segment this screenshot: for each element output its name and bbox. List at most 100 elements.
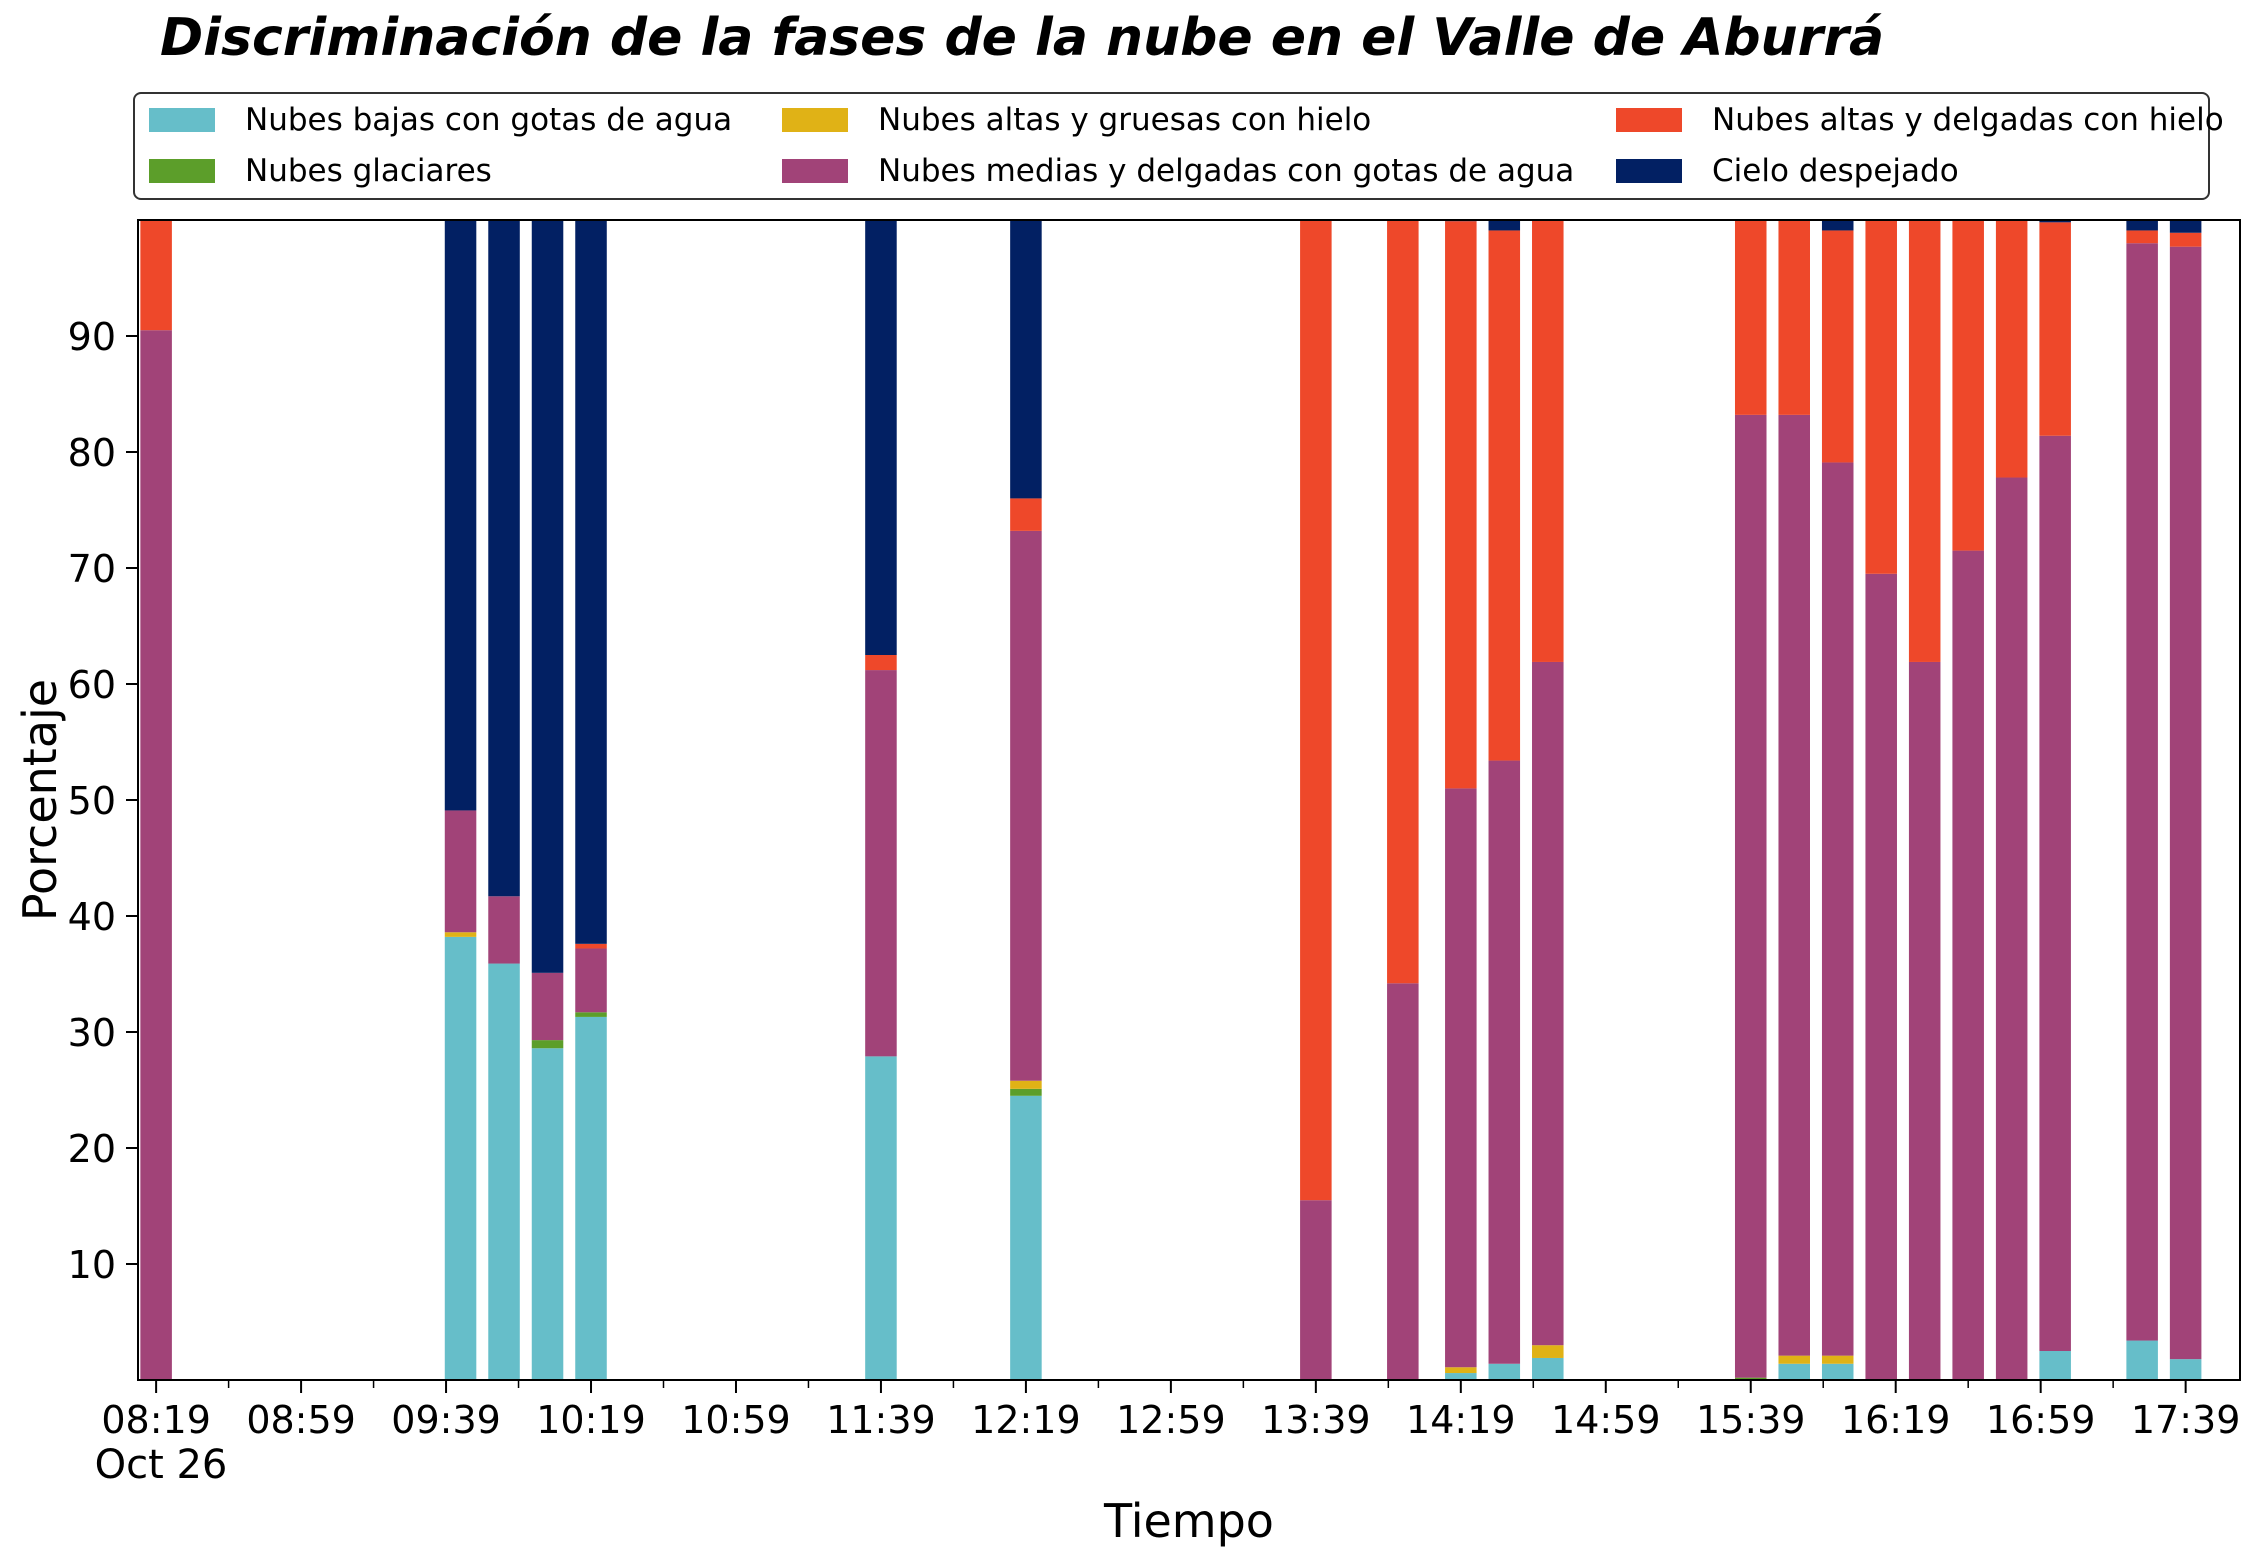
x-tick-label-16:59: 16:59: [1986, 1398, 2096, 1442]
bar-segment-altas_delgadas-13: [1778, 220, 1810, 415]
legend-item-despejado: Cielo despejado: [1616, 153, 1959, 189]
bar-segment-altas_delgadas-10: [1488, 230, 1521, 761]
bar-segment-despejado-4: [575, 220, 607, 944]
bar-segment-medias_delgadas-0: [140, 330, 172, 1381]
legend-swatch-altas-delgadas: [1616, 108, 1682, 132]
bar-segment-despejado-19: [2039, 220, 2071, 223]
bar-segment-altas_gruesas-11: [1532, 1345, 1564, 1358]
x-tick-label-14:59: 14:59: [1551, 1398, 1661, 1442]
legend-swatch-altas-gruesas: [782, 108, 848, 132]
bar-segment-medias_delgadas-20: [2126, 243, 2158, 1341]
bar-segment-medias_delgadas-10: [1488, 760, 1521, 1364]
x-axis-label: Tiempo: [1103, 1494, 1274, 1548]
y-axis: 10 20 30 40 50 60 70 80 90: [68, 315, 138, 1287]
bar-segment-medias_delgadas-21: [2169, 246, 2202, 1360]
bar-segment-altas_delgadas-5: [865, 655, 897, 671]
bar-segment-altas_gruesas-13: [1778, 1355, 1810, 1364]
x-tick-label-10:19: 10:19: [536, 1398, 646, 1442]
bar-segment-despejado-6: [1010, 220, 1042, 499]
bar-segment-altas_delgadas-15: [1865, 220, 1897, 574]
bar-segment-medias_delgadas-14: [1821, 462, 1854, 1356]
x-tick-label-10:59: 10:59: [681, 1398, 791, 1442]
bar-segment-medias_delgadas-12: [1734, 414, 1767, 1378]
legend: Nubes bajas con gotas de agua Nubes glac…: [133, 92, 2224, 200]
x-tick-label-08:19: 08:19: [101, 1398, 211, 1442]
bar-segment-despejado-14: [1821, 220, 1854, 231]
bar-segment-nubes_bajas-2: [488, 963, 520, 1380]
x-tick-label-17:39: 17:39: [2131, 1398, 2241, 1442]
legend-swatch-nubes-bajas: [149, 108, 215, 132]
bar-segment-altas_gruesas-1: [444, 932, 477, 937]
bar-segment-altas_delgadas-0: [140, 220, 172, 331]
bar-segment-altas_delgadas-20: [2126, 230, 2158, 244]
bar-segment-despejado-3: [531, 220, 564, 973]
bar-segment-nubes_bajas-9: [1445, 1373, 1477, 1380]
x-tick-label-08:59: 08:59: [246, 1398, 356, 1442]
bar-segment-altas_delgadas-21: [2169, 232, 2202, 247]
bar-segment-nubes_bajas-3: [531, 1048, 564, 1380]
bar-segment-medias_delgadas-16: [1908, 661, 1941, 1380]
bar-segment-nubes_bajas-11: [1532, 1357, 1564, 1380]
bar-segment-medias_delgadas-3: [531, 972, 564, 1041]
legend-swatch-glaciares: [149, 159, 215, 183]
bar-segment-altas_delgadas-17: [1952, 220, 1984, 551]
y-tick-label-50: 50: [68, 779, 116, 823]
bar-segment-medias_delgadas-13: [1778, 414, 1810, 1356]
bar-segment-altas_gruesas-14: [1821, 1355, 1854, 1364]
bar-segment-altas_delgadas-8: [1387, 220, 1419, 984]
bar-segment-glaciares-12: [1734, 1377, 1767, 1380]
x-axis-date-label: Oct 26: [95, 1442, 228, 1488]
legend-swatch-despejado: [1616, 159, 1682, 183]
bar-segment-medias_delgadas-8: [1387, 983, 1419, 1380]
legend-item-altas-delgadas: Nubes altas y delgadas con hielo: [1616, 102, 2224, 138]
legend-label-nubes-bajas: Nubes bajas con gotas de agua: [245, 102, 733, 138]
x-tick-label-14:19: 14:19: [1406, 1398, 1516, 1442]
bar-segment-altas_delgadas-9: [1445, 221, 1477, 789]
bar-segment-nubes_bajas-20: [2126, 1340, 2158, 1380]
legend-label-medias-delgadas: Nubes medias y delgadas con gotas de agu…: [878, 153, 1575, 189]
bar-segment-nubes_bajas-21: [2169, 1359, 2202, 1380]
bar-segment-nubes_bajas-13: [1778, 1363, 1810, 1380]
bar-segment-glaciares-3: [531, 1040, 564, 1049]
bar-segment-despejado-5: [865, 220, 897, 655]
bar-segment-altas_delgadas-6: [1010, 498, 1042, 531]
bar-segment-altas_delgadas-14: [1821, 230, 1854, 463]
y-axis-label: Porcentaje: [13, 679, 67, 921]
bar-segment-nubes_bajas-10: [1488, 1363, 1521, 1380]
bar-segment-despejado-10: [1488, 220, 1521, 231]
bar-segment-nubes_bajas-5: [865, 1056, 897, 1380]
bar-segment-nubes_bajas-19: [2039, 1351, 2071, 1380]
bar-segment-medias_delgadas-5: [865, 670, 897, 1057]
y-tick-label-80: 80: [68, 431, 116, 475]
bar-segment-nubes_bajas-1: [444, 936, 477, 1380]
x-tick-label-12:59: 12:59: [1116, 1398, 1226, 1442]
bar-segment-medias_delgadas-15: [1865, 573, 1897, 1380]
bar-segment-nubes_bajas-14: [1821, 1363, 1854, 1380]
bar-segment-altas_delgadas-4: [575, 943, 607, 949]
x-tick-label-11:39: 11:39: [826, 1398, 936, 1442]
bar-segment-medias_delgadas-9: [1445, 788, 1477, 1368]
y-tick-label-90: 90: [68, 315, 116, 359]
legend-item-medias-delgadas: Nubes medias y delgadas con gotas de agu…: [782, 153, 1574, 189]
bar-segment-despejado-21: [2169, 220, 2202, 233]
bar-segment-despejado-2: [488, 220, 520, 897]
bar-segment-despejado-1: [444, 220, 477, 811]
bar-segment-medias_delgadas-7: [1300, 1200, 1332, 1380]
bar-segment-medias_delgadas-17: [1952, 550, 1984, 1380]
x-axis: 08:19 08:59 09:39 10:19 10:59 11:39 12:19 12:59…: [101, 1380, 2240, 1442]
x-tick-label-13:39: 13:39: [1261, 1398, 1371, 1442]
bar-segment-medias_delgadas-4: [575, 948, 607, 1013]
bar-segment-altas_delgadas-12: [1734, 220, 1767, 415]
bar-segment-despejado-20: [2126, 220, 2158, 231]
legend-label-despejado: Cielo despejado: [1712, 153, 1959, 189]
y-tick-label-60: 60: [68, 663, 116, 707]
bar-segment-medias_delgadas-19: [2039, 435, 2071, 1351]
bar-segment-medias_delgadas-6: [1010, 530, 1042, 1081]
bar-segment-medias_delgadas-11: [1532, 661, 1564, 1346]
y-tick-label-20: 20: [68, 1127, 116, 1171]
bar-segment-altas_delgadas-7: [1300, 220, 1332, 1201]
bar-segment-nubes_bajas-4: [575, 1016, 607, 1380]
y-tick-label-10: 10: [68, 1243, 116, 1287]
legend-item-nubes-bajas: Nubes bajas con gotas de agua: [149, 102, 732, 138]
bar-segment-medias_delgadas-1: [444, 810, 477, 933]
